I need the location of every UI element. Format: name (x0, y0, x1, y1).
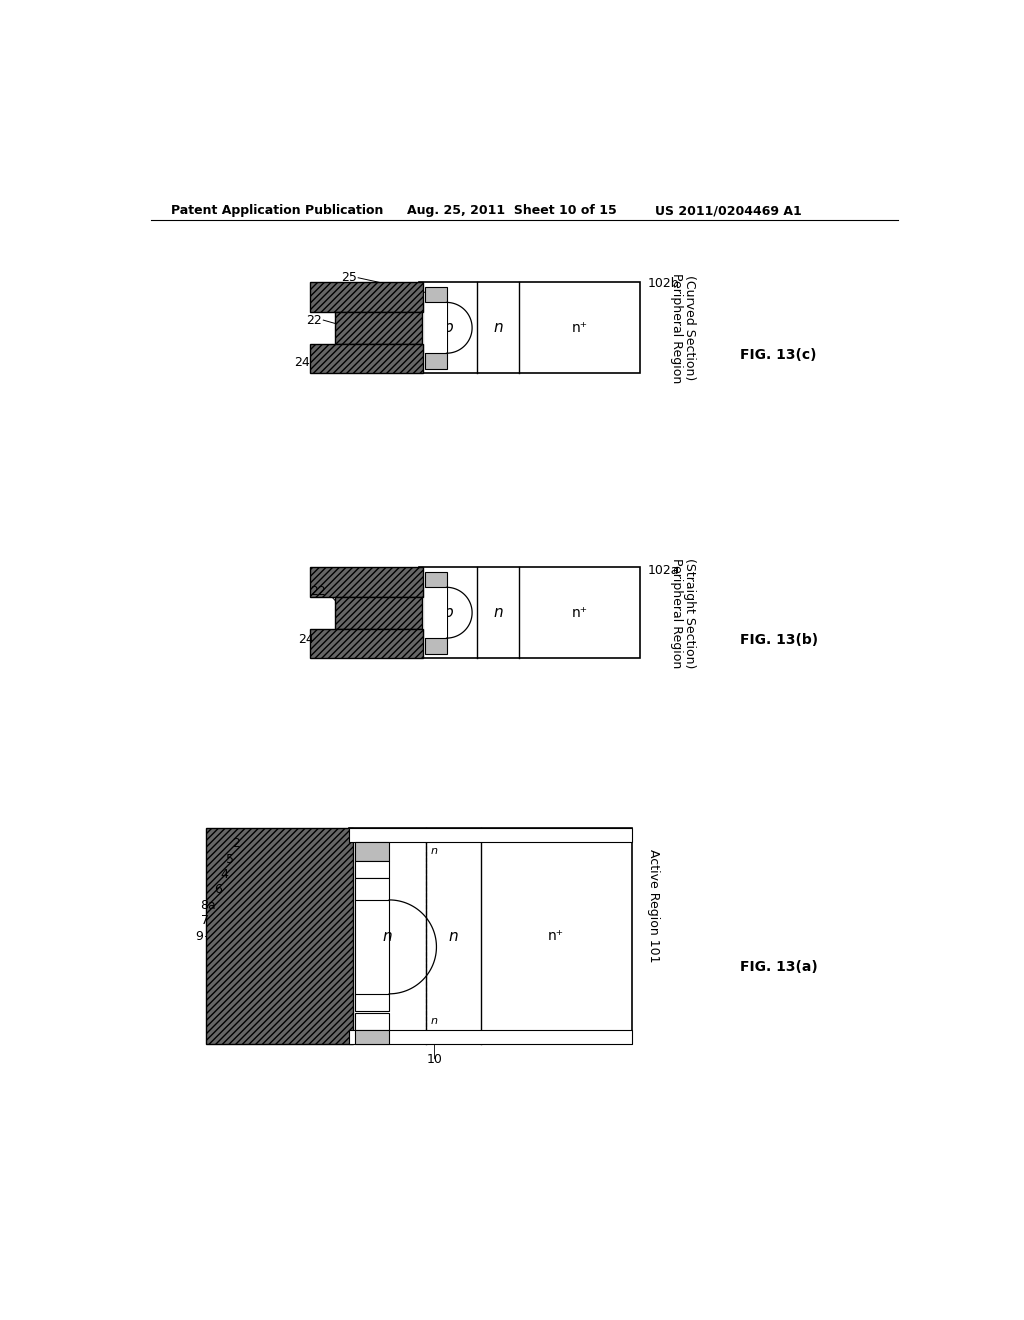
FancyBboxPatch shape (419, 568, 640, 659)
Text: n⁺: n⁺ (367, 865, 378, 875)
Text: 102a: 102a (647, 564, 679, 577)
Text: p: p (442, 321, 453, 335)
FancyBboxPatch shape (310, 345, 423, 374)
Text: 102b: 102b (647, 277, 679, 289)
FancyBboxPatch shape (310, 628, 423, 659)
Text: 7: 7 (202, 915, 209, 927)
Text: (Curved Section): (Curved Section) (683, 275, 696, 380)
Text: n: n (449, 928, 459, 944)
FancyBboxPatch shape (425, 638, 446, 653)
Text: 10: 10 (426, 1053, 442, 1065)
FancyBboxPatch shape (206, 829, 352, 1044)
Text: 6: 6 (214, 883, 222, 896)
Text: Peripheral Region: Peripheral Region (671, 557, 683, 668)
Text: FIG. 13(b): FIG. 13(b) (740, 632, 818, 647)
FancyBboxPatch shape (425, 286, 446, 302)
FancyBboxPatch shape (349, 829, 632, 842)
FancyBboxPatch shape (349, 1030, 632, 1044)
Text: Peripheral Region: Peripheral Region (671, 273, 683, 383)
Text: p: p (369, 998, 375, 1007)
Text: n⁺: n⁺ (571, 321, 588, 335)
FancyBboxPatch shape (355, 1030, 389, 1044)
Text: n⁺: n⁺ (548, 929, 564, 942)
FancyBboxPatch shape (355, 994, 389, 1011)
FancyBboxPatch shape (335, 597, 422, 628)
FancyBboxPatch shape (310, 568, 423, 597)
Text: n: n (494, 321, 503, 335)
Text: 3: 3 (508, 828, 516, 841)
Text: 24: 24 (294, 356, 310, 370)
Text: 9: 9 (196, 929, 203, 942)
FancyBboxPatch shape (355, 878, 389, 900)
Text: n: n (494, 605, 503, 620)
FancyBboxPatch shape (425, 587, 446, 638)
Text: (Straight Section): (Straight Section) (683, 557, 696, 668)
Text: Aug. 25, 2011  Sheet 10 of 15: Aug. 25, 2011 Sheet 10 of 15 (407, 205, 616, 218)
Text: 2: 2 (232, 837, 241, 850)
Text: n⁺: n⁺ (367, 1016, 378, 1027)
Text: 4: 4 (220, 869, 228, 880)
FancyBboxPatch shape (349, 829, 632, 1044)
FancyBboxPatch shape (425, 572, 446, 587)
Text: n: n (383, 928, 392, 944)
FancyBboxPatch shape (355, 862, 389, 878)
Text: 8a: 8a (200, 899, 216, 912)
Text: FIG. 13(c): FIG. 13(c) (740, 347, 817, 362)
Text: 25: 25 (341, 271, 356, 284)
FancyBboxPatch shape (355, 1014, 389, 1030)
Text: 1: 1 (508, 1031, 516, 1044)
Text: p: p (442, 605, 453, 620)
Text: n: n (430, 846, 437, 857)
Text: 22: 22 (306, 314, 322, 326)
Text: FIG. 13(a): FIG. 13(a) (740, 960, 818, 974)
FancyBboxPatch shape (355, 842, 389, 862)
Text: 24: 24 (298, 634, 314, 647)
FancyBboxPatch shape (425, 302, 446, 354)
Text: n: n (430, 1016, 437, 1026)
FancyBboxPatch shape (425, 354, 446, 368)
Text: Patent Application Publication: Patent Application Publication (171, 205, 383, 218)
FancyBboxPatch shape (310, 282, 423, 312)
Text: n⁺: n⁺ (571, 606, 588, 619)
Text: p⁺⁺: p⁺⁺ (364, 884, 381, 894)
Text: US 2011/0204469 A1: US 2011/0204469 A1 (655, 205, 802, 218)
Text: 22: 22 (310, 585, 326, 598)
Text: Active Region 101: Active Region 101 (647, 849, 660, 962)
Text: 5: 5 (226, 853, 234, 866)
FancyBboxPatch shape (419, 282, 640, 374)
FancyBboxPatch shape (335, 312, 422, 345)
